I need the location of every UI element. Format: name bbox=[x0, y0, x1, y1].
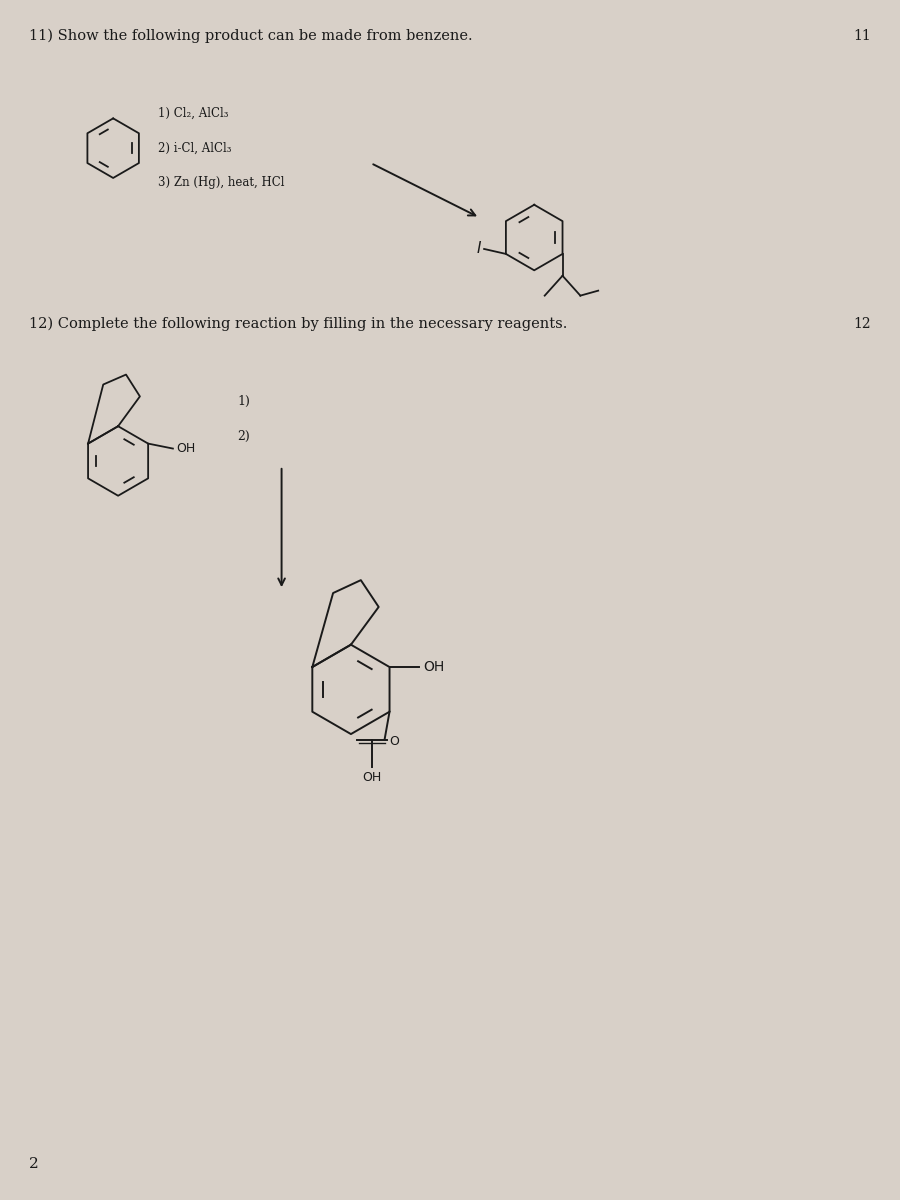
Text: 2): 2) bbox=[237, 430, 249, 443]
Text: 2) i-Cl, AlCl₃: 2) i-Cl, AlCl₃ bbox=[158, 142, 231, 155]
Text: OH: OH bbox=[423, 660, 445, 674]
Text: 11: 11 bbox=[853, 29, 871, 43]
Text: OH: OH bbox=[362, 772, 382, 785]
Text: 3) Zn (Hg), heat, HCl: 3) Zn (Hg), heat, HCl bbox=[158, 176, 284, 190]
Text: O: O bbox=[390, 736, 400, 748]
Text: 1) Cl₂, AlCl₃: 1) Cl₂, AlCl₃ bbox=[158, 107, 229, 120]
Text: 11) Show the following product can be made from benzene.: 11) Show the following product can be ma… bbox=[29, 29, 472, 43]
Text: OH: OH bbox=[176, 442, 195, 455]
Text: I: I bbox=[477, 241, 482, 257]
Text: 2: 2 bbox=[29, 1157, 39, 1171]
Text: 12: 12 bbox=[853, 317, 871, 331]
Text: 12) Complete the following reaction by filling in the necessary reagents.: 12) Complete the following reaction by f… bbox=[29, 317, 567, 331]
Text: 1): 1) bbox=[237, 395, 250, 408]
